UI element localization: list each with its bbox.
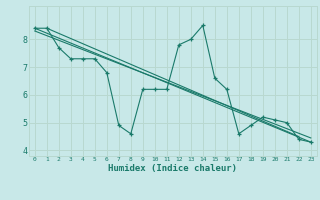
X-axis label: Humidex (Indice chaleur): Humidex (Indice chaleur) — [108, 164, 237, 173]
